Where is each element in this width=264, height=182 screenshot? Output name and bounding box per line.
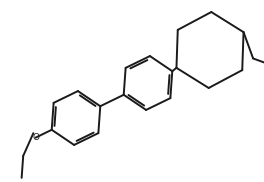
Text: O: O	[32, 133, 39, 142]
